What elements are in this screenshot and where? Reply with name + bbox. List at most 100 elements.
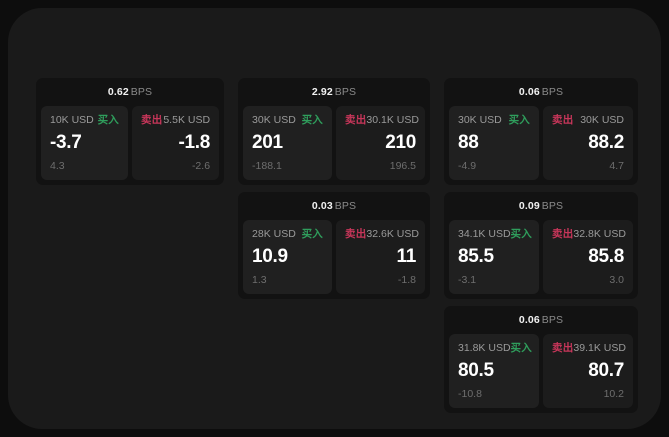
sell-side-header: 卖出 39.1K USD xyxy=(552,342,626,355)
buy-price: -3.7 xyxy=(50,132,82,153)
buy-side[interactable]: 10K USD 买入 -3.7 4.3 xyxy=(41,106,129,180)
card-sides: 30K USD 买入 88 -4.9 卖出 30K USD 88.2 xyxy=(449,106,633,180)
sell-side[interactable]: 卖出 30.1K USD 210 196.5 xyxy=(336,106,426,180)
sell-side[interactable]: 卖出 5.5K USD -1.8 -2.6 xyxy=(132,106,220,180)
buy-delta: 1.3 xyxy=(252,274,267,286)
sell-tag: 卖出 xyxy=(552,228,574,240)
buy-delta: -188.1 xyxy=(252,160,282,172)
card-spread-header: 0.09 BPS xyxy=(449,200,633,220)
sell-tag: 卖出 xyxy=(552,114,574,126)
sell-tag: 卖出 xyxy=(552,342,574,354)
quote-card[interactable]: 0.03 BPS 28K USD 买入 10.9 1.3 xyxy=(238,192,430,299)
buy-delta: -10.8 xyxy=(458,388,482,400)
quote-card-grid: 0.62 BPS 10K USD 买入 -3.7 4.3 xyxy=(36,78,638,413)
card-spread-header: 0.06 BPS xyxy=(449,314,633,334)
buy-size: 31.8K USD xyxy=(458,342,511,354)
spread-value: 0.03 xyxy=(311,200,333,212)
quote-column-1: 0.62 BPS 10K USD 买入 -3.7 4.3 xyxy=(36,78,225,185)
sell-tag: 卖出 xyxy=(141,114,163,126)
buy-price: 10.9 xyxy=(252,246,288,267)
sell-side[interactable]: 卖出 30K USD 88.2 4.7 xyxy=(543,106,633,180)
buy-side[interactable]: 28K USD 买入 10.9 1.3 xyxy=(243,220,333,294)
quote-card[interactable]: 0.09 BPS 34.1K USD 买入 85.5 -3.1 xyxy=(444,192,638,299)
buy-tag: 买入 xyxy=(508,114,530,126)
sell-delta: 4.7 xyxy=(609,160,624,172)
buy-size: 30K USD xyxy=(458,114,502,126)
buy-side[interactable]: 31.8K USD 买入 80.5 -10.8 xyxy=(449,334,539,408)
buy-side[interactable]: 30K USD 买入 88 -4.9 xyxy=(449,106,539,180)
sell-delta: 196.5 xyxy=(389,160,417,172)
spread-value: 2.92 xyxy=(311,86,333,98)
sell-side-header: 卖出 30.1K USD xyxy=(345,114,419,127)
spread-unit: BPS xyxy=(541,314,564,326)
quote-card[interactable]: 0.62 BPS 10K USD 买入 -3.7 4.3 xyxy=(36,78,225,185)
buy-size: 10K USD xyxy=(50,114,94,126)
sell-size: 5.5K USD xyxy=(163,114,211,126)
buy-tag: 买入 xyxy=(301,228,324,240)
card-sides: 30K USD 买入 201 -188.1 卖出 30.1K USD 210 xyxy=(243,106,426,180)
buy-side[interactable]: 30K USD 买入 201 -188.1 xyxy=(243,106,333,180)
buy-price: 88 xyxy=(458,132,479,153)
card-sides: 34.1K USD 买入 85.5 -3.1 卖出 32.8K USD 85. xyxy=(449,220,633,294)
buy-side-header: 28K USD 买入 xyxy=(252,228,323,241)
buy-size: 28K USD xyxy=(252,228,296,240)
sell-size: 32.6K USD xyxy=(366,228,419,240)
spread-value: 0.09 xyxy=(518,200,540,212)
sell-delta: 3.0 xyxy=(609,274,624,286)
card-sides: 28K USD 买入 10.9 1.3 卖出 32.6K USD 11 xyxy=(243,220,426,294)
quote-column-2: 2.92 BPS 30K USD 买入 201 -188.1 xyxy=(238,78,430,299)
sell-side[interactable]: 卖出 32.8K USD 85.8 3.0 xyxy=(543,220,633,294)
buy-tag: 买入 xyxy=(510,342,532,354)
spread-unit: BPS xyxy=(541,200,564,212)
sell-tag: 卖出 xyxy=(345,114,367,126)
sell-price: -1.8 xyxy=(178,132,211,153)
card-spread-header: 2.92 BPS xyxy=(243,86,425,106)
sell-price: 80.7 xyxy=(588,360,624,381)
buy-side[interactable]: 34.1K USD 买入 85.5 -3.1 xyxy=(449,220,539,294)
sell-price: 11 xyxy=(396,246,417,267)
sell-delta: 10.2 xyxy=(603,388,624,400)
sell-price: 210 xyxy=(385,132,417,153)
buy-price: 85.5 xyxy=(458,246,494,267)
buy-side-header: 34.1K USD 买入 xyxy=(458,228,532,241)
buy-delta: -3.1 xyxy=(458,274,477,286)
spread-value: 0.06 xyxy=(518,314,540,326)
sell-size: 30.1K USD xyxy=(366,114,419,126)
spread-unit: BPS xyxy=(130,86,153,98)
quote-column-3: 0.06 BPS 30K USD 买入 88 -4.9 xyxy=(444,78,638,413)
sell-side[interactable]: 卖出 32.6K USD 11 -1.8 xyxy=(336,220,426,294)
sell-price: 88.2 xyxy=(588,132,624,153)
sell-side-header: 卖出 32.8K USD xyxy=(552,228,626,241)
sell-side[interactable]: 卖出 39.1K USD 80.7 10.2 xyxy=(543,334,633,408)
buy-tag: 买入 xyxy=(97,114,120,126)
quotes-panel: 0.62 BPS 10K USD 买入 -3.7 4.3 xyxy=(8,8,661,429)
sell-side-header: 卖出 30K USD xyxy=(552,114,624,127)
buy-delta: 4.3 xyxy=(50,160,65,172)
sell-size: 30K USD xyxy=(580,114,624,126)
card-sides: 31.8K USD 买入 80.5 -10.8 卖出 39.1K USD 80 xyxy=(449,334,633,408)
sell-size: 32.8K USD xyxy=(573,228,626,240)
sell-price: 85.8 xyxy=(588,246,624,267)
sell-tag: 卖出 xyxy=(345,228,367,240)
buy-price: 201 xyxy=(252,132,283,153)
card-spread-header: 0.62 BPS xyxy=(41,86,219,106)
quote-card[interactable]: 2.92 BPS 30K USD 买入 201 -188.1 xyxy=(238,78,430,185)
spread-unit: BPS xyxy=(334,200,357,212)
spread-unit: BPS xyxy=(541,86,564,98)
buy-price: 80.5 xyxy=(458,360,494,381)
buy-size: 34.1K USD xyxy=(458,228,511,240)
buy-side-header: 30K USD 买入 xyxy=(252,114,323,127)
sell-delta: -2.6 xyxy=(191,160,211,172)
quote-card[interactable]: 0.06 BPS 31.8K USD 买入 80.5 -10.8 xyxy=(444,306,638,413)
buy-tag: 买入 xyxy=(510,228,532,240)
buy-delta: -4.9 xyxy=(458,160,477,172)
buy-side-header: 10K USD 买入 xyxy=(50,114,119,127)
card-sides: 10K USD 买入 -3.7 4.3 卖出 5.5K USD -1.8 xyxy=(41,106,220,180)
card-spread-header: 0.03 BPS xyxy=(243,200,425,220)
sell-side-header: 卖出 5.5K USD xyxy=(141,114,210,127)
quote-card[interactable]: 0.06 BPS 30K USD 买入 88 -4.9 xyxy=(444,78,638,185)
sell-delta: -1.8 xyxy=(397,274,417,286)
card-spread-header: 0.06 BPS xyxy=(449,86,633,106)
spread-value: 0.06 xyxy=(518,86,540,98)
